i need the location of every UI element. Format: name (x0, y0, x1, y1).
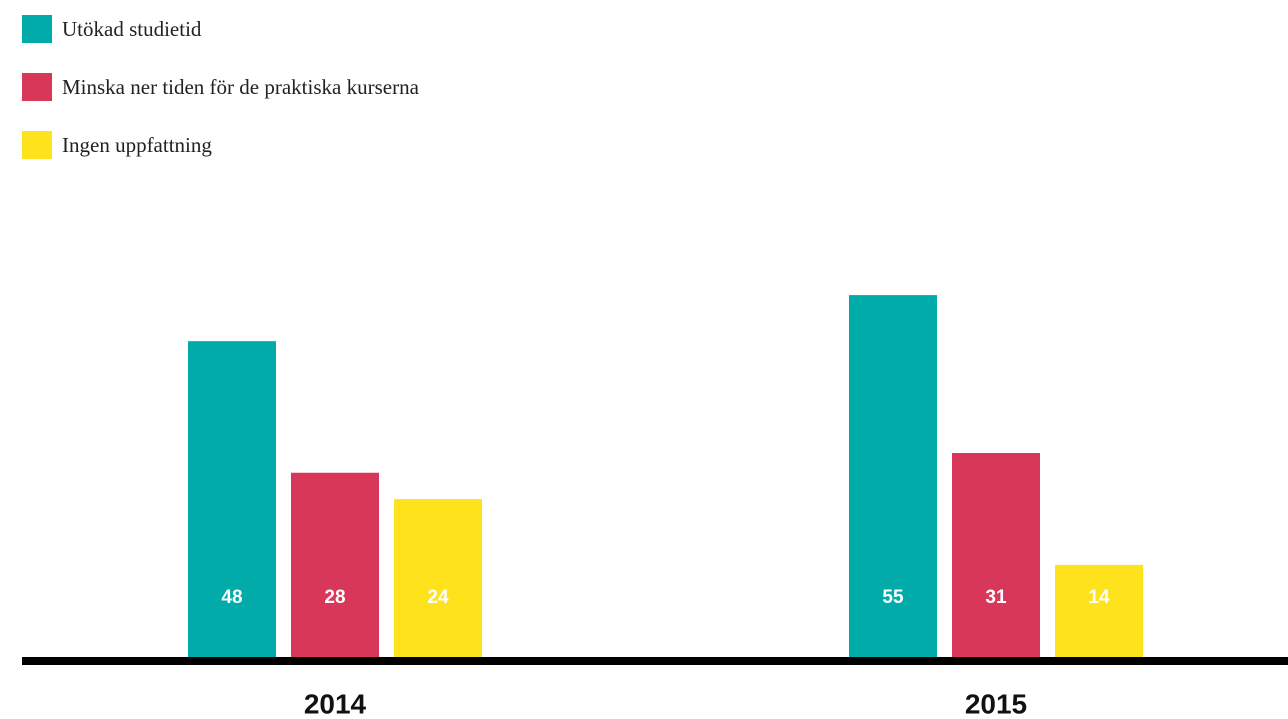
bar (1055, 564, 1143, 657)
value-label: 48 (221, 587, 242, 608)
x-tick-label: 2014 (304, 688, 367, 719)
value-label: 28 (324, 587, 345, 608)
bar (291, 472, 379, 657)
bar (188, 341, 276, 657)
legend-label: Minska ner tiden för de praktiska kurser… (62, 75, 420, 99)
legend-swatch (22, 73, 52, 101)
bar (849, 295, 937, 657)
legend-label: Utökad studietid (62, 17, 202, 41)
bar (394, 499, 482, 657)
x-tick-label: 2015 (965, 688, 1027, 719)
value-label: 14 (1088, 587, 1110, 608)
value-label: 24 (427, 587, 449, 608)
legend-swatch (22, 131, 52, 159)
bar (952, 453, 1040, 657)
value-label: 31 (985, 587, 1007, 608)
legend-label: Ingen uppfattning (62, 133, 212, 157)
value-label: 55 (882, 587, 904, 608)
legend-swatch (22, 15, 52, 43)
